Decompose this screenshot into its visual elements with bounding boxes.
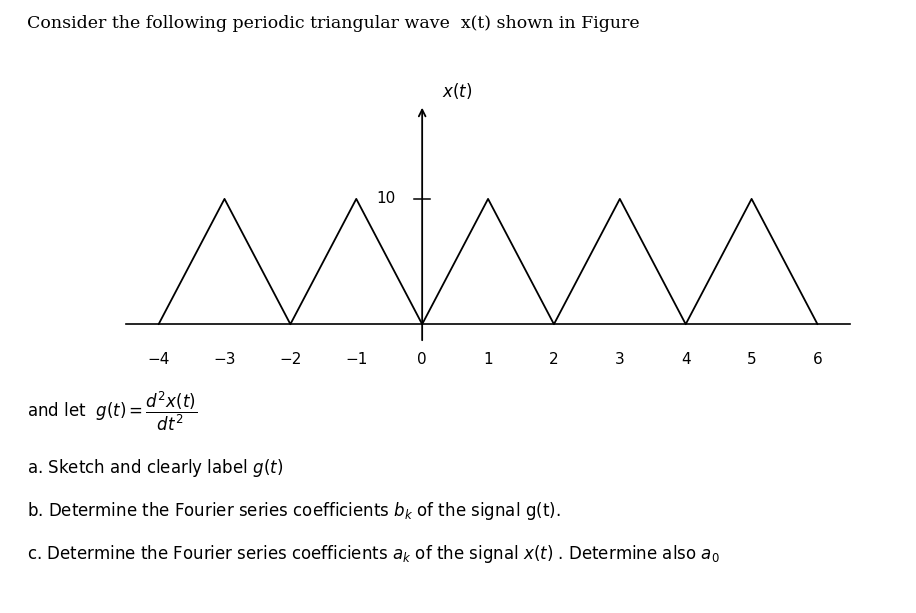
Text: 6: 6 (812, 352, 823, 367)
Text: $x(t)$: $x(t)$ (442, 81, 473, 101)
Text: 4: 4 (681, 352, 691, 367)
Text: −4: −4 (147, 352, 169, 367)
Text: Consider the following periodic triangular wave  x(t) shown in Figure: Consider the following periodic triangul… (27, 15, 640, 32)
Text: 2: 2 (549, 352, 559, 367)
Text: −3: −3 (213, 352, 235, 367)
Text: 3: 3 (615, 352, 625, 367)
Text: 10: 10 (376, 191, 396, 207)
Text: b. Determine the Fourier series coefficients $b_k$ of the signal g(t).: b. Determine the Fourier series coeffici… (27, 500, 561, 522)
Text: c. Determine the Fourier series coefficients $a_k$ of the signal $x(t)$ . Determ: c. Determine the Fourier series coeffici… (27, 543, 720, 565)
Text: 5: 5 (747, 352, 757, 367)
Text: and let  $g(t) = \dfrac{d^2x(t)}{dt^2}$: and let $g(t) = \dfrac{d^2x(t)}{dt^2}$ (27, 389, 198, 433)
Text: a. Sketch and clearly label $g(t)$: a. Sketch and clearly label $g(t)$ (27, 457, 284, 479)
Text: 0: 0 (418, 352, 427, 367)
Text: −2: −2 (279, 352, 301, 367)
Text: −1: −1 (345, 352, 367, 367)
Text: 1: 1 (484, 352, 493, 367)
